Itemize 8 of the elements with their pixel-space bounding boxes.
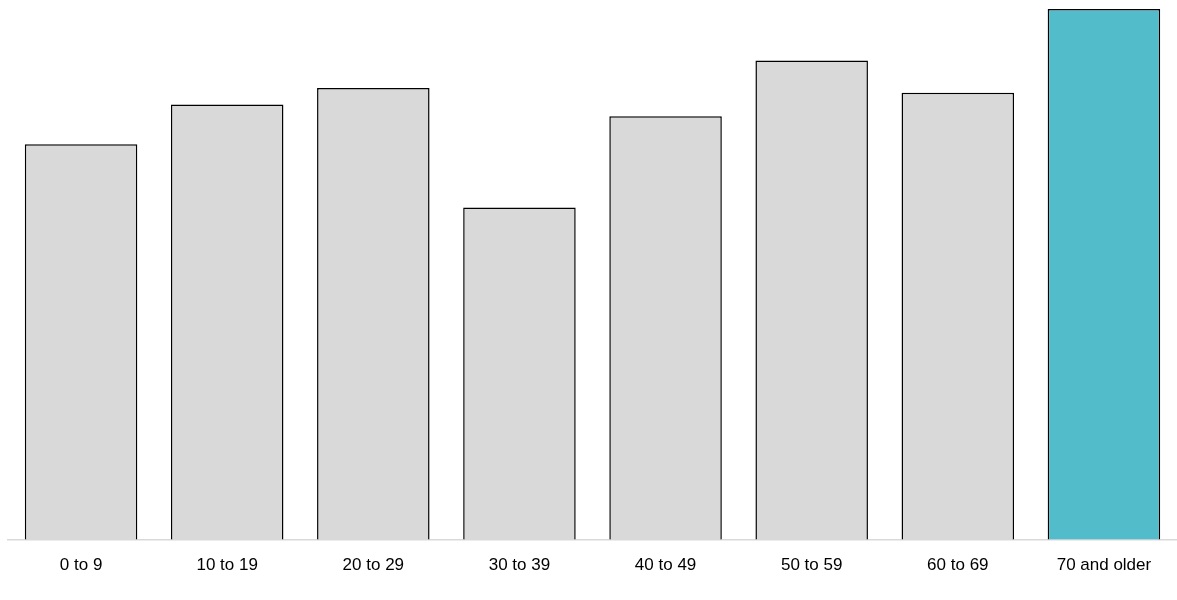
x-tick-label: 50 to 59 [780,555,843,575]
x-tick-label: 70 and older [1056,555,1152,575]
x-tick-label: 0 to 9 [59,555,103,575]
x-tick-label: 40 to 49 [634,555,697,575]
x-tick-label: 30 to 39 [488,555,551,575]
x-tick-label: 10 to 19 [196,555,258,575]
x-tick-label: 20 to 29 [342,555,405,575]
x-tick-label: 60 to 69 [927,555,989,575]
